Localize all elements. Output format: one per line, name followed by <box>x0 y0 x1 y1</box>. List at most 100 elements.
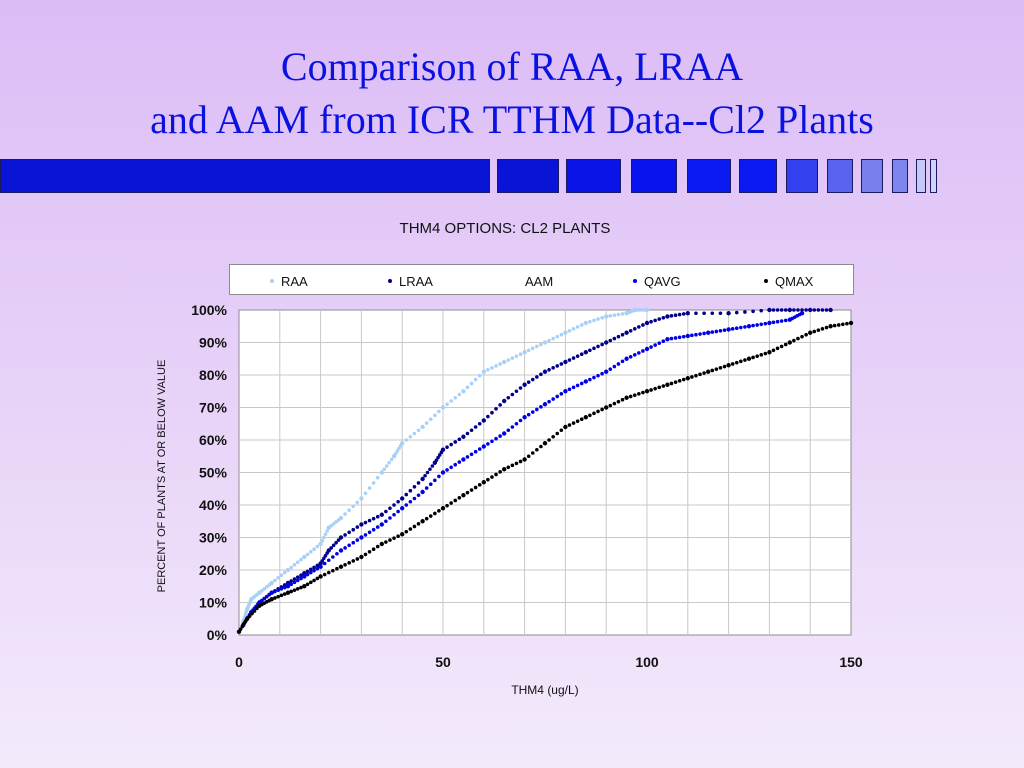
series-point-qavg <box>400 506 405 511</box>
series-point-qmax <box>644 389 650 394</box>
series-point-lraa <box>412 485 417 489</box>
series-point-qavg <box>620 359 625 364</box>
series-point-qavg <box>775 319 780 324</box>
series-point-raa <box>315 544 320 549</box>
series-point-raa <box>325 529 329 533</box>
series-point-lraa <box>423 473 427 478</box>
series-point-qmax <box>592 411 596 416</box>
series-point-lraa <box>461 434 466 439</box>
series-point-qavg <box>318 564 323 569</box>
series-point-qavg <box>612 364 617 369</box>
series-point-raa <box>535 344 539 349</box>
series-point-lraa <box>743 310 747 314</box>
series-point-lraa <box>526 380 531 384</box>
series-point-qmax <box>539 444 543 449</box>
legend-item-qmax: QMAX <box>764 274 813 289</box>
series-point-raa <box>400 441 405 446</box>
series-point-raa <box>518 352 523 357</box>
series-point-lraa <box>396 499 400 504</box>
series-point-lraa <box>469 428 474 433</box>
series-point-qavg <box>539 405 543 409</box>
series-point-qavg <box>714 329 719 334</box>
series-point-qmax <box>424 516 429 521</box>
series-point-lraa <box>494 407 498 411</box>
series-point-qmax <box>250 611 254 616</box>
series-point-qmax <box>242 622 246 626</box>
series-point-qmax <box>624 395 629 400</box>
series-point-lraa <box>542 369 548 374</box>
series-point-raa <box>351 504 356 509</box>
series-point-qmax <box>673 380 678 384</box>
series-point-lraa <box>502 398 507 404</box>
series-point-raa <box>428 417 433 422</box>
series-point-qavg <box>592 375 596 380</box>
series-point-qavg <box>632 353 637 357</box>
series-point-raa <box>276 576 280 580</box>
series-point-raa <box>551 336 555 341</box>
series-point-qavg <box>555 394 560 399</box>
strip-block <box>631 159 677 193</box>
series-point-raa <box>320 538 325 543</box>
series-point-raa <box>302 554 307 560</box>
series-point-lraa <box>596 344 600 349</box>
series-point-qmax <box>800 334 804 339</box>
series-point-qavg <box>518 418 523 423</box>
series-point-qavg <box>481 444 486 449</box>
series-point-qavg <box>331 555 335 559</box>
series-point-raa <box>567 329 572 333</box>
series-point-lraa <box>334 540 338 545</box>
series-point-qmax <box>641 390 645 395</box>
y-tick-label: 40% <box>199 497 228 513</box>
series-point-qmax <box>632 393 637 397</box>
series-point-raa <box>384 464 389 468</box>
series-point-lraa <box>445 445 449 449</box>
series-point-lraa <box>295 575 300 579</box>
strip-block <box>739 159 777 193</box>
series-point-qavg <box>490 439 494 444</box>
series-point-lraa <box>514 389 519 394</box>
series-point-lraa <box>783 308 788 312</box>
legend-item-aam: AAM <box>525 274 553 289</box>
series-point-qmax <box>315 576 320 581</box>
strip-block <box>786 159 818 193</box>
series-point-qmax <box>292 588 297 592</box>
series-point-raa <box>644 307 650 313</box>
series-point-raa <box>583 320 588 326</box>
series-point-qavg <box>799 311 805 316</box>
series-point-lraa <box>665 314 670 319</box>
series-point-raa <box>269 580 274 586</box>
series-point-qavg <box>526 412 531 417</box>
series-point-qavg <box>477 447 482 451</box>
series-point-qavg <box>522 415 527 420</box>
series-point-qmax <box>661 384 666 388</box>
series-point-raa <box>334 520 338 524</box>
series-point-qmax <box>244 616 250 621</box>
series-point-lraa <box>583 350 588 355</box>
series-point-qavg <box>755 323 759 327</box>
series-point-raa <box>604 314 609 319</box>
series-point-qavg <box>396 509 400 514</box>
series-point-raa <box>416 428 421 433</box>
series-point-raa <box>424 421 429 425</box>
series-point-qavg <box>465 455 470 459</box>
series-point-qmax <box>783 342 788 347</box>
series-point-qavg <box>412 496 417 501</box>
series-point-lraa <box>579 352 584 357</box>
x-tick-label: 150 <box>839 654 863 670</box>
series-point-lraa <box>322 556 326 561</box>
series-point-lraa <box>669 314 674 318</box>
series-point-qmax <box>289 589 294 594</box>
series-point-qavg <box>628 355 633 359</box>
series-point-raa <box>355 500 360 505</box>
series-point-qmax <box>551 434 555 439</box>
strip-block <box>566 159 621 193</box>
series-point-qmax <box>445 503 449 508</box>
series-point-qavg <box>583 379 588 384</box>
series-point-lraa <box>649 319 653 324</box>
y-tick-label: 20% <box>199 562 228 578</box>
series-point-lraa <box>779 308 784 312</box>
series-point-qavg <box>392 512 396 517</box>
series-point-qavg <box>473 449 478 454</box>
series-point-lraa <box>400 496 405 501</box>
